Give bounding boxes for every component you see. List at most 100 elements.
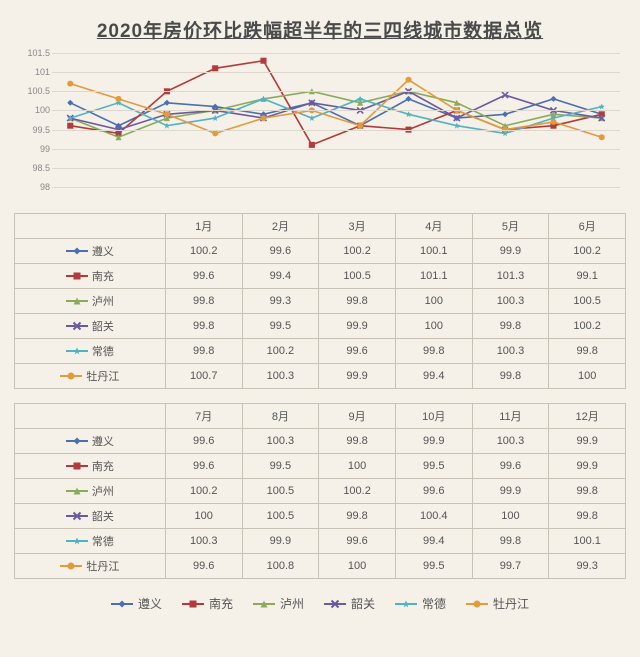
data-cell: 100.2 [319, 479, 396, 504]
table-row: 南充99.699.510099.599.699.9 [15, 454, 626, 479]
data-cell: 99.9 [472, 479, 549, 504]
data-cell: 99.8 [549, 339, 626, 364]
table-row: 常德99.8100.299.699.8100.399.8 [15, 339, 626, 364]
data-cell: 99.6 [395, 479, 472, 504]
figure-container: 2020年房价环比跌幅超半年的三四线城市数据总览 9898.59999.5100… [0, 0, 640, 630]
series-常德 [70, 99, 601, 133]
data-cell: 99.6 [242, 239, 319, 264]
col-header: 2月 [242, 214, 319, 239]
data-cell: 99.8 [395, 339, 472, 364]
series-label-cell: 南充 [15, 264, 166, 289]
col-header: 8月 [242, 404, 319, 429]
data-cell: 99.8 [472, 314, 549, 339]
col-header: 9月 [319, 404, 396, 429]
data-cell: 100.7 [165, 364, 242, 389]
data-cell: 99.6 [472, 454, 549, 479]
y-tick-label: 100.5 [24, 86, 50, 96]
col-header: 10月 [395, 404, 472, 429]
series-label-cell: 韶关 [15, 504, 166, 529]
legend-item: 南充 [182, 595, 233, 612]
table-row: 牡丹江99.6100.810099.599.799.3 [15, 554, 626, 579]
data-cell: 99.8 [319, 289, 396, 314]
data-cell: 100.2 [242, 339, 319, 364]
data-cell: 99.5 [242, 454, 319, 479]
y-tick-label: 100 [24, 105, 50, 115]
data-cell: 99.8 [319, 429, 396, 454]
data-cell: 100.3 [242, 364, 319, 389]
data-cell: 100.5 [319, 264, 396, 289]
series-label-cell: 遵义 [15, 239, 166, 264]
legend-label: 韶关 [351, 595, 375, 612]
legend-item: 遵义 [111, 595, 162, 612]
legend-label: 南充 [209, 595, 233, 612]
data-cell: 99.8 [549, 479, 626, 504]
y-tick-label: 101.5 [24, 48, 50, 58]
col-header: 11月 [472, 404, 549, 429]
y-tick-label: 99.5 [24, 125, 50, 135]
data-cell: 99.3 [549, 554, 626, 579]
data-cell: 100.5 [242, 504, 319, 529]
data-cell: 101.3 [472, 264, 549, 289]
data-cell: 100.3 [472, 429, 549, 454]
data-cell: 99.1 [549, 264, 626, 289]
col-header: 5月 [472, 214, 549, 239]
series-label-cell: 泸州 [15, 479, 166, 504]
legend: 遵义 南充 泸州 韶关 常德 牡丹江 [14, 595, 626, 612]
data-cell: 99.6 [319, 339, 396, 364]
legend-label: 常德 [422, 595, 446, 612]
data-cell: 99.4 [395, 529, 472, 554]
data-cell: 100 [549, 364, 626, 389]
data-cell: 99.8 [472, 364, 549, 389]
data-cell: 99.9 [319, 314, 396, 339]
data-cell: 100.8 [242, 554, 319, 579]
y-tick-label: 101 [24, 67, 50, 77]
legend-item: 常德 [395, 595, 446, 612]
legend-label: 牡丹江 [493, 595, 529, 612]
data-cell: 99.6 [165, 554, 242, 579]
data-cell: 100.2 [549, 314, 626, 339]
data-cell: 99.5 [395, 454, 472, 479]
data-cell: 99.9 [395, 429, 472, 454]
table-row: 常德100.399.999.699.499.8100.1 [15, 529, 626, 554]
data-cell: 99.8 [549, 504, 626, 529]
data-cell: 100.1 [395, 239, 472, 264]
data-cell: 100 [472, 504, 549, 529]
legend-label: 遵义 [138, 595, 162, 612]
data-cell: 99.9 [549, 429, 626, 454]
table-row: 韶关99.899.599.910099.8100.2 [15, 314, 626, 339]
y-tick-label: 98.5 [24, 163, 50, 173]
data-cell: 100 [319, 554, 396, 579]
data-cell: 100.2 [165, 239, 242, 264]
series-label-cell: 牡丹江 [15, 364, 166, 389]
data-cell: 100 [319, 454, 396, 479]
series-label-cell: 牡丹江 [15, 554, 166, 579]
col-header: 7月 [165, 404, 242, 429]
data-cell: 99.9 [549, 454, 626, 479]
col-header: 12月 [549, 404, 626, 429]
series-label-cell: 泸州 [15, 289, 166, 314]
data-cell: 99.8 [472, 529, 549, 554]
data-table-h2: 7月8月9月10月11月12月 遵义99.6100.399.899.9100.3… [14, 403, 626, 579]
data-cell: 99.5 [395, 554, 472, 579]
data-cell: 99.6 [319, 529, 396, 554]
col-header: 1月 [165, 214, 242, 239]
data-cell: 99.8 [165, 314, 242, 339]
table-row: 遵义100.299.6100.2100.199.9100.2 [15, 239, 626, 264]
y-tick-label: 99 [24, 144, 50, 154]
data-cell: 99.4 [242, 264, 319, 289]
data-cell: 100.3 [165, 529, 242, 554]
data-cell: 99.9 [242, 529, 319, 554]
chart-title: 2020年房价环比跌幅超半年的三四线城市数据总览 [14, 10, 626, 53]
data-cell: 99.8 [165, 339, 242, 364]
table-row: 泸州99.899.399.8100100.3100.5 [15, 289, 626, 314]
line-chart: 9898.59999.5100100.5101101.5 [24, 53, 626, 203]
data-cell: 99.8 [165, 289, 242, 314]
data-cell: 100.4 [395, 504, 472, 529]
data-cell: 99.6 [165, 454, 242, 479]
col-header: 4月 [395, 214, 472, 239]
data-cell: 101.1 [395, 264, 472, 289]
series-label-cell: 遵义 [15, 429, 166, 454]
col-header: 6月 [549, 214, 626, 239]
data-cell: 99.8 [319, 504, 396, 529]
series-南充 [70, 61, 601, 145]
